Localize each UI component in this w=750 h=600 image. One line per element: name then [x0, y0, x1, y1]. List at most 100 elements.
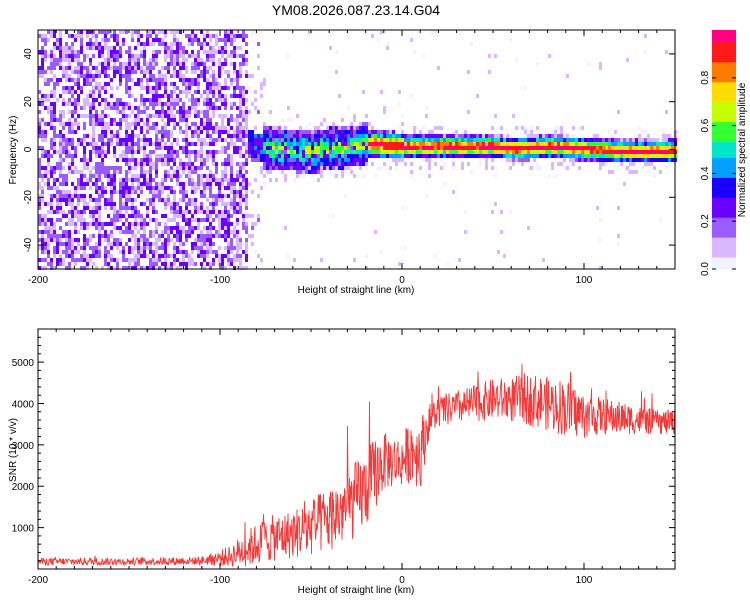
- spectrogram-cell: [572, 126, 575, 130]
- spectrogram-cell: [38, 66, 41, 70]
- spectrogram-cell: [68, 130, 71, 134]
- spectrogram-y-tick-label: 40: [23, 48, 34, 60]
- spectrogram-cell: [656, 138, 659, 142]
- spectrogram-cell: [545, 138, 548, 142]
- spectrogram-cell: [89, 254, 92, 258]
- spectrogram-cell: [428, 162, 431, 166]
- spectrogram-cell: [62, 58, 65, 62]
- spectrogram-cell: [518, 154, 521, 158]
- spectrogram-cell: [191, 130, 194, 134]
- spectrogram-cell: [614, 154, 617, 158]
- spectrogram-cell: [74, 102, 77, 106]
- spectrogram-cell: [302, 158, 305, 162]
- spectrogram-cell: [665, 138, 668, 142]
- colorbar-swatch: [712, 257, 736, 262]
- spectrogram-cell: [65, 190, 68, 194]
- spectrogram-cell: [335, 170, 338, 174]
- spectrogram-cell: [41, 58, 44, 62]
- spectrogram-cell: [485, 142, 488, 146]
- spectrogram-cell: [518, 150, 521, 154]
- spectrogram-cell: [182, 258, 185, 262]
- spectrogram-cell: [164, 50, 167, 54]
- spectrogram-cell: [242, 130, 245, 134]
- spectrogram-cell: [50, 218, 53, 222]
- spectrogram-cell: [53, 178, 56, 182]
- spectrogram-cell: [83, 78, 86, 82]
- spectrogram-cell: [350, 122, 353, 126]
- spectrogram-cell: [623, 146, 626, 150]
- spectrogram-cell: [233, 178, 236, 182]
- spectrogram-cell: [149, 218, 152, 222]
- spectrogram-cell: [221, 50, 224, 54]
- spectrogram-cell: [230, 54, 233, 58]
- spectrogram-cell: [314, 126, 317, 130]
- spectrogram-cell: [140, 82, 143, 86]
- spectrogram-cell: [134, 158, 137, 162]
- spectrogram-cell: [191, 102, 194, 106]
- spectrogram-cell: [188, 258, 191, 262]
- spectrogram-cell: [257, 150, 260, 154]
- spectrogram-cell: [170, 106, 173, 110]
- spectrogram-cell: [569, 158, 572, 162]
- spectrogram-cell: [101, 190, 104, 194]
- spectrogram-cell: [161, 246, 164, 250]
- spectrogram-cell: [95, 162, 98, 166]
- spectrogram-cell: [140, 234, 143, 238]
- spectrogram-cell: [92, 142, 95, 146]
- spectrogram-cell: [197, 110, 200, 114]
- spectrogram-cell: [53, 110, 56, 114]
- spectrogram-cell: [131, 174, 134, 178]
- spectrogram-cell: [191, 190, 194, 194]
- spectrogram-cell: [611, 134, 614, 138]
- spectrogram-cell: [170, 74, 173, 78]
- spectrogram-cell: [347, 162, 350, 166]
- spectrogram-cell: [380, 30, 383, 34]
- spectrogram-cell: [551, 142, 554, 146]
- spectrogram-cell: [107, 214, 110, 218]
- spectrogram-cell: [182, 230, 185, 234]
- spectrogram-cell: [128, 238, 131, 242]
- spectrogram-cell: [443, 138, 446, 142]
- spectrogram-cell: [164, 58, 167, 62]
- spectrogram-cell: [209, 106, 212, 110]
- spectrogram-cell: [107, 170, 110, 174]
- spectrogram-cell: [137, 186, 140, 190]
- spectrogram-cell: [665, 154, 668, 158]
- spectrogram-cell: [176, 210, 179, 214]
- spectrogram-cell: [149, 170, 152, 174]
- spectrogram-cell: [125, 170, 128, 174]
- spectrogram-cell: [128, 58, 131, 62]
- spectrogram-cell: [326, 122, 329, 126]
- spectrogram-cell: [398, 126, 401, 130]
- spectrogram-cell: [383, 142, 386, 146]
- spectrogram-cell: [209, 86, 212, 90]
- spectrogram-cell: [65, 150, 68, 154]
- spectrogram-cell: [479, 158, 482, 162]
- spectrogram-cell: [113, 122, 116, 126]
- spectrogram-cell: [428, 130, 431, 134]
- spectrogram-cell: [359, 142, 362, 146]
- spectrogram-cell: [656, 150, 659, 154]
- spectrogram-cell: [176, 154, 179, 158]
- spectrogram-cell: [338, 142, 341, 146]
- spectrogram-cell: [452, 158, 455, 162]
- spectrogram-cell: [65, 234, 68, 238]
- spectrogram-cell: [494, 202, 497, 206]
- spectrogram-cell: [347, 130, 350, 134]
- spectrogram-cell: [260, 170, 263, 174]
- spectrogram-cell: [134, 106, 137, 110]
- spectrogram-cell: [230, 78, 233, 82]
- spectrogram-cell: [113, 214, 116, 218]
- spectrogram-cell: [269, 110, 272, 114]
- spectrogram-cell: [140, 162, 143, 166]
- spectrogram-cell: [239, 126, 242, 130]
- spectrogram-cell: [275, 150, 278, 154]
- spectrogram-cell: [425, 114, 428, 118]
- spectrogram-cell: [101, 154, 104, 158]
- spectrogram-cell: [185, 174, 188, 178]
- spectrogram-cell: [173, 234, 176, 238]
- spectrogram-cell: [137, 38, 140, 42]
- spectrogram-cell: [236, 202, 239, 206]
- spectrogram-cell: [353, 114, 356, 118]
- spectrogram-cell: [662, 142, 665, 146]
